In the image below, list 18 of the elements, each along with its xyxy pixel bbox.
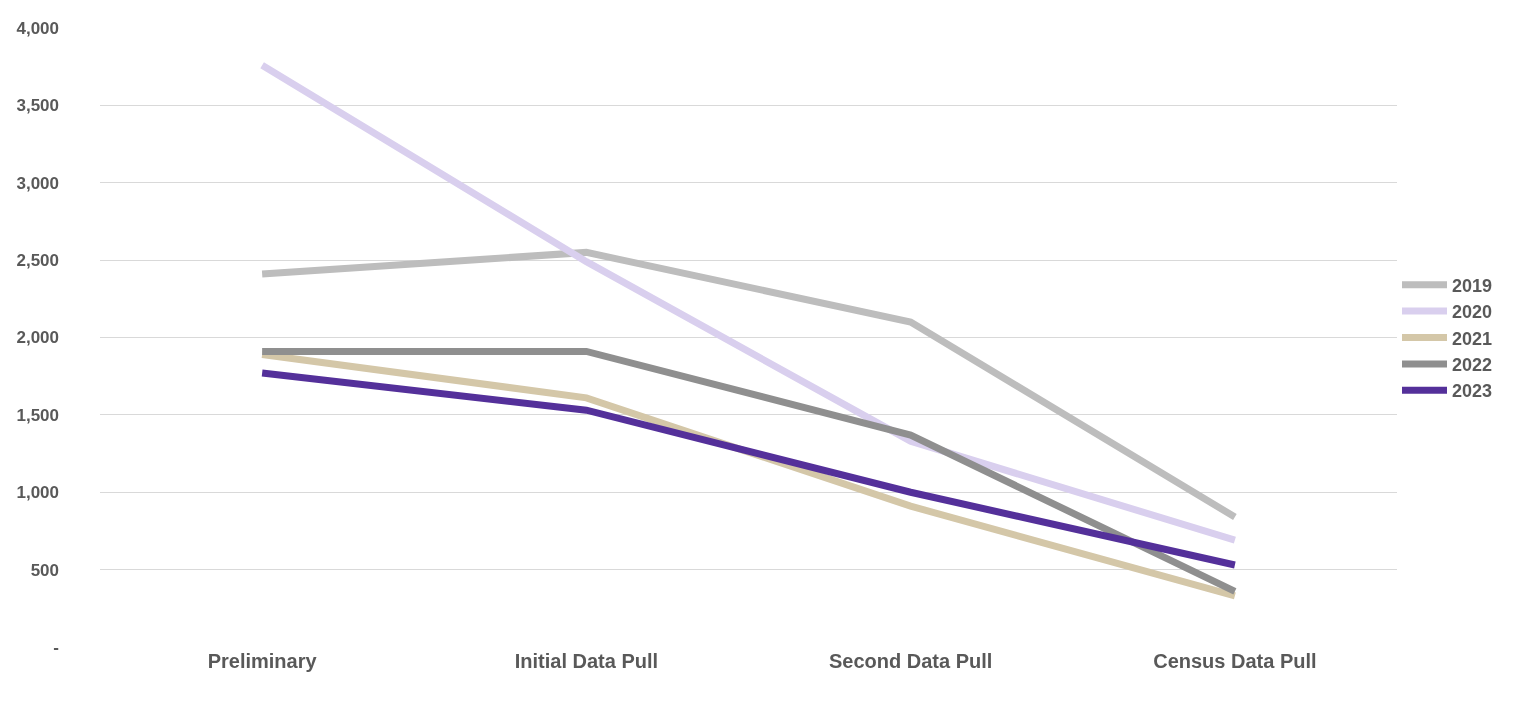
y-tick-label: 500 — [30, 560, 59, 580]
y-tick-label: - — [53, 637, 59, 657]
x-tick-label: Second Data Pull — [828, 650, 993, 672]
y-tick-label: 1,000 — [16, 483, 59, 503]
legend-label: 2020 — [1452, 302, 1493, 323]
x-tick-label: Preliminary — [207, 650, 318, 672]
y-tick-label: 3,500 — [16, 96, 59, 116]
y-tick-label: 2,500 — [16, 251, 59, 271]
legend-label: 2022 — [1452, 354, 1493, 375]
x-tick-label: Census Data Pull — [1153, 650, 1317, 672]
y-tick-label: 3,000 — [16, 173, 59, 193]
y-tick-label: 2,000 — [16, 328, 59, 348]
x-tick-label: Initial Data Pull — [514, 650, 659, 672]
y-tick-label: 4,000 — [16, 18, 59, 38]
legend-label: 2021 — [1452, 328, 1493, 349]
y-tick-label: 1,500 — [16, 405, 59, 425]
legend-label: 2023 — [1452, 381, 1493, 402]
legend-label: 2019 — [1452, 275, 1493, 296]
